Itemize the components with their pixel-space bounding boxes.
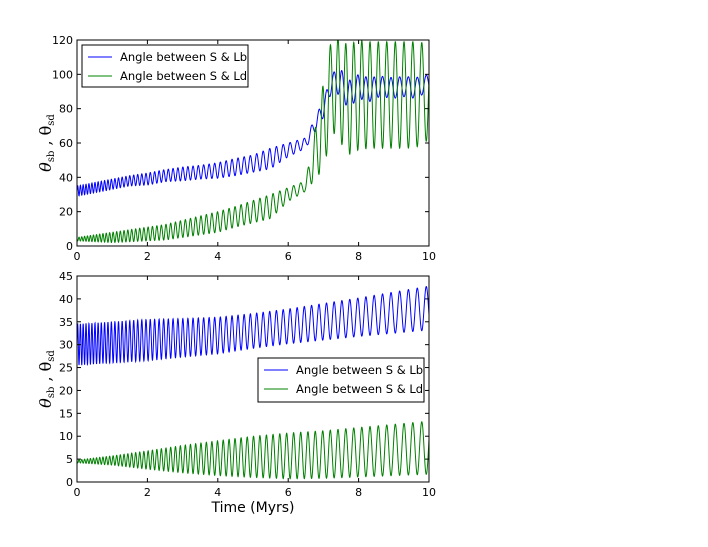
series-line-ld xyxy=(76,39,430,244)
y-tick-label: 120 xyxy=(52,34,73,47)
series-line-lb xyxy=(76,69,430,197)
legend-label: Angle between S & Lb xyxy=(120,50,247,64)
x-tick-label: 0 xyxy=(74,486,81,499)
legend-label: Angle between S & Ld xyxy=(296,382,423,396)
y-tick-label: 15 xyxy=(59,407,73,420)
series-line-ld xyxy=(76,421,430,480)
y-tick-label: 5 xyxy=(66,453,73,466)
y-tick-label: 30 xyxy=(59,339,73,352)
x-tick-label: 0 xyxy=(74,250,81,263)
top-y-axis-label: θsb , θsd xyxy=(36,114,57,172)
y-tick-label: 0 xyxy=(66,476,73,489)
y-tick-label: 10 xyxy=(59,430,73,443)
x-tick-label: 6 xyxy=(285,486,292,499)
top-series-lines xyxy=(76,39,430,244)
y-tick-label: 25 xyxy=(59,362,73,375)
legend-label: Angle between S & Ld xyxy=(120,69,247,83)
bottom-ticks: 0 2 4 6 8 10 0 5 10 15 20 25 30 35 40 45 xyxy=(59,270,436,499)
y-tick-label: 20 xyxy=(59,206,73,219)
top-legend: Angle between S & Lb Angle between S & Ld xyxy=(81,44,249,88)
bottom-panel: 0 2 4 6 8 10 0 5 10 15 20 25 30 35 40 45 Angle between … xyxy=(36,270,436,516)
bottom-y-axis-label: θsb , θsd xyxy=(36,350,57,408)
x-tick-label: 6 xyxy=(285,250,292,263)
legend-label: Angle between S & Lb xyxy=(296,363,423,377)
x-tick-label: 10 xyxy=(422,486,436,499)
y-tick-label: 40 xyxy=(59,171,73,184)
x-tick-label: 2 xyxy=(144,486,151,499)
y-tick-label: 60 xyxy=(59,137,73,150)
y-tick-label: 35 xyxy=(59,316,73,329)
bottom-legend: Angle between S & Lb Angle between S & Ld xyxy=(257,357,425,403)
legend-box xyxy=(257,357,425,403)
y-tick-label: 45 xyxy=(59,270,73,283)
y-tick-label: 40 xyxy=(59,293,73,306)
x-tick-label: 4 xyxy=(214,486,221,499)
x-tick-label: 2 xyxy=(144,250,151,263)
legend-box xyxy=(81,44,249,88)
x-axis-label: Time (Myrs) xyxy=(210,500,294,516)
x-tick-label: 8 xyxy=(355,250,362,263)
bottom-series-lines xyxy=(76,286,430,480)
y-tick-label: 100 xyxy=(52,68,73,81)
y-tick-label: 0 xyxy=(66,240,73,253)
y-tick-label: 80 xyxy=(59,103,73,116)
bottom-axes-frame xyxy=(76,275,430,483)
x-tick-label: 4 xyxy=(214,250,221,263)
series-line-lb xyxy=(76,286,430,367)
x-tick-label: 8 xyxy=(355,486,362,499)
y-tick-label: 20 xyxy=(59,384,73,397)
x-tick-label: 10 xyxy=(422,250,436,263)
